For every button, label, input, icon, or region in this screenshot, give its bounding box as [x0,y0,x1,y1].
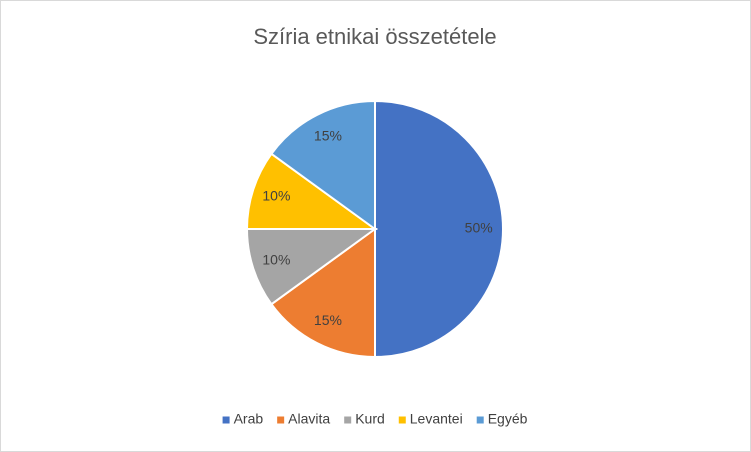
pie: 50% 15% 10% 10% 15% [245,99,504,359]
pie-slice [245,152,379,230]
legend-label: Levantei [410,411,463,427]
legend-marker [476,416,484,424]
pie-slice [270,227,376,359]
legend-label: Arab [234,411,264,427]
chart-title: Szíria etnikai összetétele [253,24,496,49]
data-label: 50% [465,220,493,236]
legend-label: Egyéb [488,411,528,427]
pie-slice [374,99,504,359]
legend-label: Alavita [288,411,330,427]
legend-marker [222,416,230,424]
data-label: 10% [262,252,290,268]
legend-marker [344,416,352,424]
legend-marker [277,416,285,424]
legend-label: Kurd [355,411,385,427]
data-label: 15% [314,312,342,328]
pie-slice [270,99,376,231]
data-label: 10% [262,188,290,204]
legend: Arab Alavita Kurd Levantei Egyéb [222,411,528,427]
pie-slice [245,228,379,306]
data-label: 15% [314,127,342,143]
legend-marker [398,416,406,424]
